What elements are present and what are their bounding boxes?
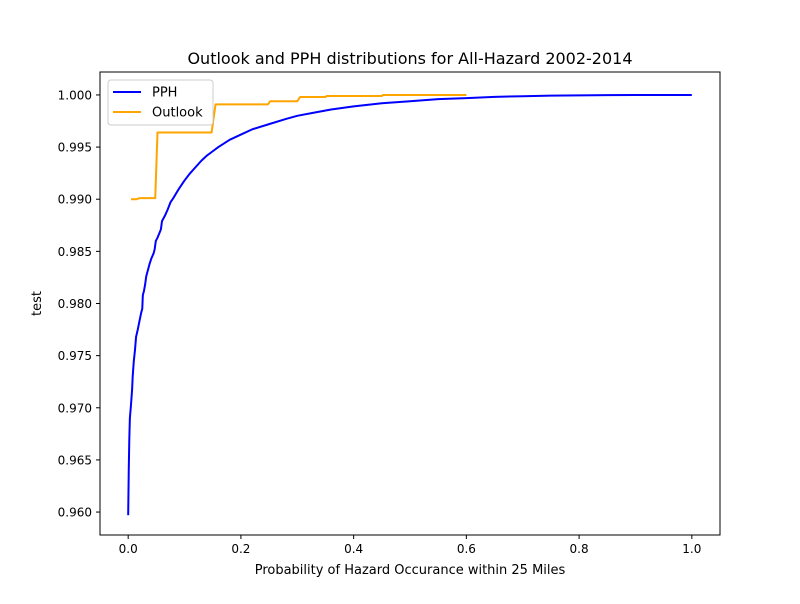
- legend-label-outlook: Outlook: [152, 106, 203, 121]
- legend: PPH Outlook: [107, 79, 214, 126]
- x-tick-label: 0.6: [457, 542, 476, 556]
- x-tick-label: 0.0: [119, 542, 138, 556]
- series-layer: [127, 93, 692, 516]
- y-tick-label: 0.995: [58, 141, 92, 155]
- y-tick-label: 0.980: [58, 297, 92, 311]
- plot-area: [100, 72, 720, 535]
- legend-label-pph: PPH: [152, 86, 177, 101]
- x-tick-label: 0.4: [344, 542, 363, 556]
- y-tick-label: 1.000: [58, 88, 92, 102]
- series-line-pph: [127, 93, 692, 516]
- y-axis-label: test: [30, 291, 45, 316]
- series-line-outlook: [131, 93, 467, 201]
- y-tick-label: 0.970: [58, 401, 92, 415]
- y-tick-label: 0.965: [58, 453, 92, 467]
- x-tick-label: 0.8: [570, 542, 589, 556]
- ticks-layer: 0.0 0.2 0.4 0.6 0.8 1.0 0.960 0.965 0.970 0.975 0.…: [58, 88, 702, 556]
- y-tick-label: 0.985: [58, 245, 92, 259]
- y-tick-label: 0.990: [58, 193, 92, 207]
- y-tick-label: 0.975: [58, 349, 92, 363]
- x-tick-label: 1.0: [682, 542, 701, 556]
- x-axis-label: Probability of Hazard Occurance within 2…: [255, 563, 566, 578]
- y-tick-label: 0.960: [58, 506, 92, 520]
- x-tick-label: 0.2: [231, 542, 250, 556]
- chart-title: Outlook and PPH distributions for All-Ha…: [187, 49, 632, 68]
- plot-frame: [99, 71, 721, 536]
